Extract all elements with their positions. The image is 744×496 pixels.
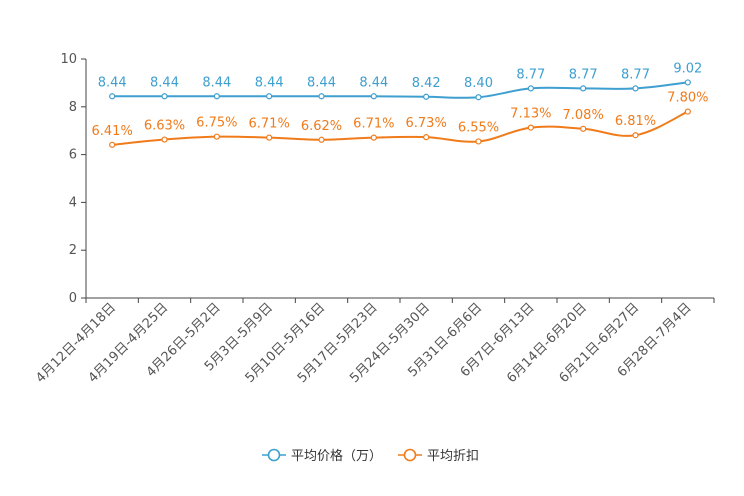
data-label: 7.13% bbox=[510, 107, 551, 122]
data-label: 9.02 bbox=[673, 61, 702, 76]
data-label: 8.44 bbox=[307, 75, 336, 90]
data-label: 8.44 bbox=[150, 75, 179, 90]
y-tick-label: 6 bbox=[69, 148, 77, 163]
data-label: 6.73% bbox=[406, 116, 447, 131]
data-point[interactable] bbox=[161, 136, 168, 143]
data-label: 8.44 bbox=[202, 75, 231, 90]
data-point[interactable] bbox=[580, 125, 587, 132]
chart-axes: 02468104月12日-4月18日4月19日-4月25日4月26日-5月2日5… bbox=[33, 52, 715, 386]
data-label: 8.40 bbox=[464, 76, 493, 91]
data-label: 8.77 bbox=[516, 67, 545, 82]
data-point[interactable] bbox=[266, 93, 273, 100]
legend-marker-icon bbox=[267, 448, 281, 462]
y-tick-label: 10 bbox=[60, 52, 77, 67]
chart-series: 8.44 8.44 8.44 8.44 8.44 8.44 8.42 8.40 8.77 8.77… bbox=[92, 61, 708, 148]
data-label: 8.44 bbox=[359, 75, 388, 90]
data-point[interactable] bbox=[684, 108, 691, 115]
data-point[interactable] bbox=[370, 93, 377, 100]
y-tick-label: 0 bbox=[69, 291, 77, 306]
data-point[interactable] bbox=[213, 133, 220, 140]
y-tick-label: 4 bbox=[69, 195, 77, 210]
y-tick-label: 8 bbox=[69, 100, 77, 115]
data-point[interactable] bbox=[370, 134, 377, 141]
data-point[interactable] bbox=[527, 124, 534, 131]
data-point[interactable] bbox=[161, 93, 168, 100]
series-avg-price: 8.44 8.44 8.44 8.44 8.44 8.44 8.42 8.40 8.77 8.77… bbox=[98, 61, 702, 101]
data-label: 6.63% bbox=[144, 119, 185, 134]
data-label: 6.75% bbox=[196, 116, 237, 131]
data-label: 8.77 bbox=[569, 67, 598, 82]
data-label: 8.44 bbox=[255, 75, 284, 90]
data-label: 7.08% bbox=[563, 108, 604, 123]
data-point[interactable] bbox=[527, 85, 534, 92]
data-label: 6.41% bbox=[92, 124, 133, 139]
data-point[interactable] bbox=[318, 136, 325, 143]
data-point[interactable] bbox=[580, 85, 587, 92]
series-line bbox=[112, 110, 689, 146]
data-label: 8.77 bbox=[621, 67, 650, 82]
data-point[interactable] bbox=[684, 79, 691, 86]
data-label: 6.71% bbox=[249, 117, 290, 132]
data-point[interactable] bbox=[109, 93, 116, 100]
legend-label: 平均价格（万） bbox=[291, 448, 382, 464]
data-point[interactable] bbox=[475, 138, 482, 145]
data-label: 6.62% bbox=[301, 119, 342, 134]
data-point[interactable] bbox=[632, 132, 639, 139]
data-point[interactable] bbox=[213, 93, 220, 100]
series-line bbox=[112, 81, 688, 99]
data-point[interactable] bbox=[423, 134, 430, 141]
legend-item-avg-price[interactable]: 平均价格（万） bbox=[262, 448, 382, 464]
data-label: 6.81% bbox=[615, 114, 656, 129]
data-point[interactable] bbox=[266, 134, 273, 141]
y-tick-label: 2 bbox=[69, 243, 77, 258]
data-point[interactable] bbox=[423, 93, 430, 100]
data-point[interactable] bbox=[318, 93, 325, 100]
data-label: 8.44 bbox=[98, 75, 127, 90]
data-label: 7.80% bbox=[667, 91, 708, 106]
series-avg-discount: 6.41% 6.63% 6.75% 6.71% 6.62% 6.71% 6.73% 6.55%… bbox=[92, 91, 708, 148]
data-label: 6.71% bbox=[353, 117, 394, 132]
legend-item-avg-discount[interactable]: 平均折扣 bbox=[398, 448, 479, 464]
data-point[interactable] bbox=[475, 94, 482, 101]
chart-legend[interactable]: 平均价格（万） 平均折扣 bbox=[262, 448, 479, 464]
data-label: 6.55% bbox=[458, 120, 499, 135]
data-point[interactable] bbox=[109, 141, 116, 148]
legend-marker-icon bbox=[403, 448, 417, 462]
data-point[interactable] bbox=[632, 85, 639, 92]
data-label: 8.42 bbox=[412, 76, 441, 91]
legend-label: 平均折扣 bbox=[427, 449, 479, 464]
